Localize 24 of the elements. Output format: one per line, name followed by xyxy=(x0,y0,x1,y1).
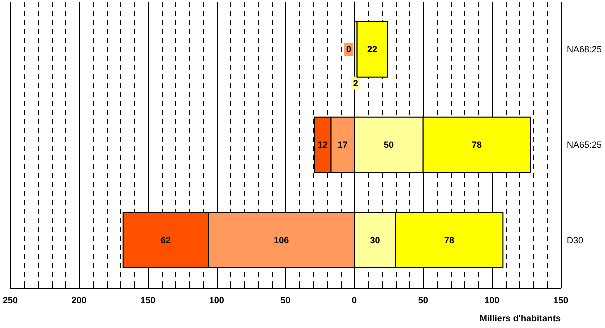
x-tick-label: 150 xyxy=(140,296,156,306)
data-label: 2 xyxy=(353,78,358,88)
x-tick-label: 50 xyxy=(418,296,428,306)
data-label: 78 xyxy=(472,140,482,150)
y-tick-label: D30 xyxy=(566,235,584,246)
data-label: 12 xyxy=(318,140,328,150)
x-axis-title: Milliers d'habitants xyxy=(480,314,561,324)
x-tick-label: 100 xyxy=(484,296,500,306)
data-label: 78 xyxy=(444,235,455,246)
x-tick-label: 250 xyxy=(2,296,18,306)
x-tick-label: 100 xyxy=(209,296,224,306)
x-tick-label: 50 xyxy=(280,296,291,306)
data-label: 106 xyxy=(274,235,290,246)
y-tick-label: NA65:25 xyxy=(566,140,602,150)
data-label: 50 xyxy=(384,140,394,150)
x-tick-label: 0 xyxy=(352,296,358,306)
x-tick-label: 200 xyxy=(72,296,87,306)
y-tick-label: NA68:25 xyxy=(566,44,602,55)
data-label: 17 xyxy=(338,140,348,150)
data-label: 0 xyxy=(346,44,352,55)
data-label: 62 xyxy=(161,235,172,246)
x-tick-label: 150 xyxy=(553,296,568,306)
data-label: 22 xyxy=(367,44,378,55)
data-label: 30 xyxy=(370,235,380,246)
